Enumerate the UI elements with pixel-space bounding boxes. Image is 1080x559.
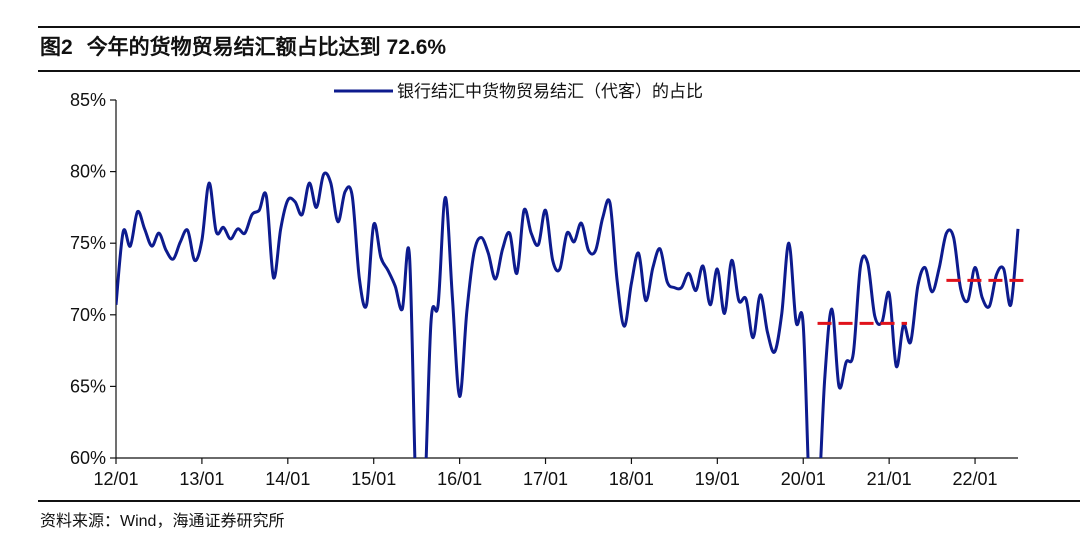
x-tick-label: 17/01 [523, 469, 568, 489]
y-tick-label: 85% [70, 90, 106, 110]
x-tick-label: 22/01 [953, 469, 998, 489]
series-line [116, 171, 1020, 458]
y-tick-label: 75% [70, 233, 106, 253]
x-axis-ticks: 12/01 13/01 14/01 15/01 16/01 17/01 18/01 19/01… [93, 458, 998, 489]
x-tick-label: 13/01 [179, 469, 224, 489]
plot-area [116, 171, 1026, 458]
source-note: 资料来源：Wind，海通证券研究所 [40, 513, 285, 530]
x-tick-label: 16/01 [437, 469, 482, 489]
x-tick-label: 12/01 [93, 469, 138, 489]
x-tick-label: 18/01 [609, 469, 654, 489]
figure-title-text: 今年的货物贸易结汇额占比达到 72.6% [86, 36, 447, 59]
x-tick-label: 19/01 [695, 469, 740, 489]
legend-label: 银行结汇中货物贸易结汇（代客）的占比 [397, 82, 703, 102]
y-tick-label: 60% [70, 448, 106, 468]
y-tick-label: 65% [70, 376, 106, 396]
y-axis-ticks: 60% 65% 70% 75% 80% 85% [70, 90, 116, 468]
x-tick-label: 15/01 [351, 469, 396, 489]
bottom-border [38, 500, 1080, 502]
line-chart: 60%65%70%75%80%85% 12/01 13/01 14/01 15/01 1… [70, 82, 1026, 489]
y-tick-label: 70% [70, 305, 106, 325]
top-border [38, 26, 1080, 28]
x-tick-label: 21/01 [867, 469, 912, 489]
legend: 银行结汇中货物贸易结汇（代客）的占比 [334, 82, 703, 102]
x-tick-label: 20/01 [781, 469, 826, 489]
figure-title: 图2 今年的货物贸易结汇额占比达到 72.6% [40, 30, 446, 66]
title-divider [38, 70, 1080, 72]
y-tick-label: 80% [70, 162, 106, 182]
figure-number: 图2 [40, 36, 73, 59]
x-tick-label: 14/01 [265, 469, 310, 489]
